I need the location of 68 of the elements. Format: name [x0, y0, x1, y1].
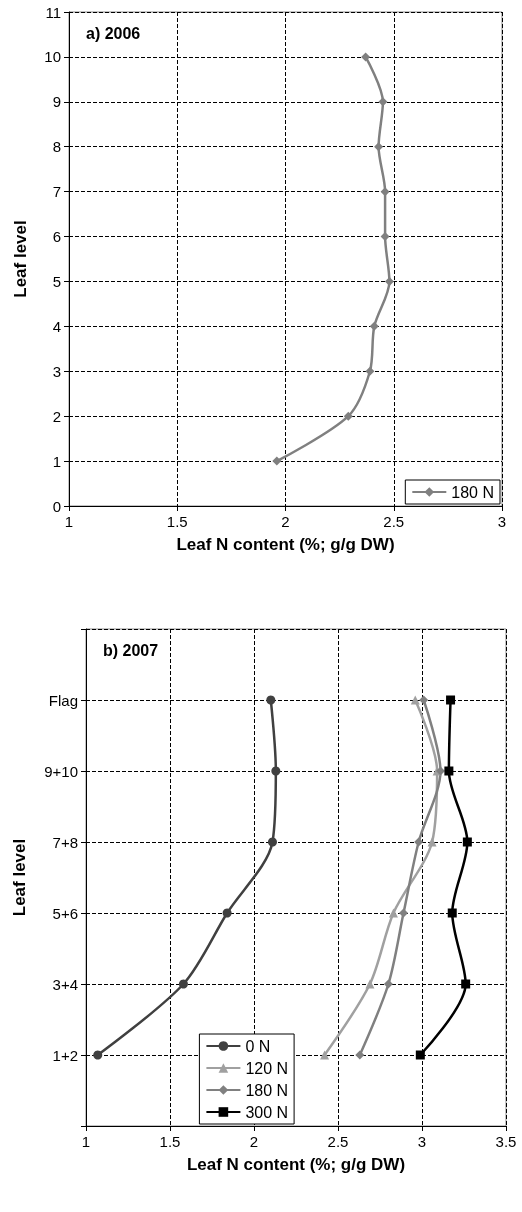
point: [365, 366, 375, 376]
legend-label: 0 N: [245, 1037, 271, 1055]
point: [384, 276, 394, 286]
y-tick-label: 9+10: [44, 762, 78, 780]
point: [355, 1050, 365, 1060]
x-tick-label: 1.5: [159, 1133, 181, 1150]
y-tick-label: 9: [52, 93, 61, 111]
y-tick-label: 0: [52, 497, 61, 515]
x-tick-label: 2.5: [383, 513, 405, 530]
point: [419, 695, 429, 705]
x-tick-label: 2: [249, 1133, 259, 1150]
y-tick-label: 1: [52, 452, 61, 470]
point: [414, 837, 424, 847]
x-tick-label: 3: [417, 1133, 427, 1150]
y-tick-label: 3+4: [52, 975, 78, 993]
legend-label: 180 N: [451, 483, 495, 501]
point: [374, 142, 384, 152]
x-tick-label: 1.5: [166, 513, 188, 530]
y-tick-label: 3: [52, 362, 61, 380]
y-tick-label: 7: [52, 183, 61, 201]
point: [446, 695, 456, 705]
text: a) 2006: [86, 24, 141, 42]
point: [415, 1050, 425, 1060]
point: [178, 979, 188, 989]
y-tick-label: 2: [52, 407, 61, 425]
y-tick-label: 1+2: [52, 1046, 78, 1064]
x-axis-title: Leaf N content (%; g/g DW): [176, 535, 395, 554]
point: [271, 766, 281, 776]
x-tick-label: 3: [497, 513, 507, 530]
point: [447, 908, 457, 918]
point: [365, 979, 375, 989]
point: [222, 908, 232, 918]
point: [361, 52, 371, 62]
point: [267, 837, 277, 847]
point: [369, 321, 379, 331]
point: [272, 456, 282, 466]
point: [461, 979, 471, 989]
point: [444, 766, 454, 776]
point: [399, 908, 409, 918]
y-tick-label: 4: [52, 317, 61, 335]
y-tick-label: 11: [45, 3, 61, 21]
y-tick-label: 8: [52, 138, 61, 156]
legend-label: 180 N: [245, 1081, 289, 1099]
point: [462, 837, 472, 847]
point: [93, 1050, 103, 1060]
text: b) 2007: [103, 641, 159, 659]
point: [343, 411, 353, 421]
x-tick-label: 1: [81, 1133, 91, 1150]
x-tick-label: 2: [281, 513, 290, 530]
point: [410, 695, 420, 705]
y-tick-label: 6: [52, 228, 61, 246]
y-tick-label: Flag: [48, 691, 78, 709]
y-tick-label: 5: [52, 272, 61, 290]
x-tick-label: 2.5: [327, 1133, 349, 1150]
y-axis-title: Leaf level: [10, 838, 29, 917]
x-axis-title: Leaf N content (%; g/g DW): [186, 1155, 406, 1174]
point: [388, 908, 398, 918]
legend-label: 300 N: [245, 1103, 289, 1121]
y-tick-label: 5+6: [52, 904, 78, 922]
point: [427, 837, 437, 847]
y-tick-label: 7+8: [52, 833, 78, 851]
legend-label: 120 N: [245, 1059, 289, 1077]
y-tick-label: 10: [44, 48, 61, 66]
point: [266, 695, 276, 705]
point: [383, 979, 393, 989]
x-tick-label: 3.5: [495, 1133, 517, 1150]
point: [320, 1050, 330, 1060]
y-axis-title: Leaf level: [11, 220, 30, 298]
